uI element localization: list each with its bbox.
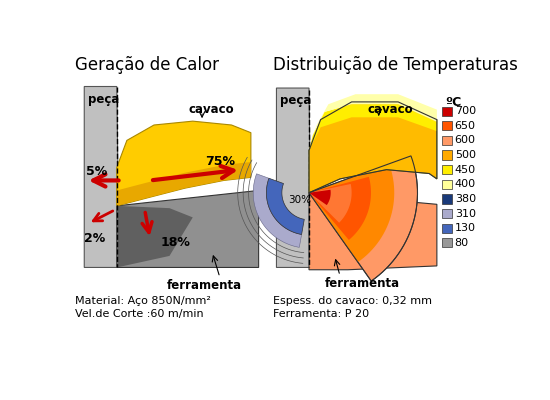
Text: 30%: 30% xyxy=(288,196,311,206)
Text: 400: 400 xyxy=(455,179,476,189)
Text: 80: 80 xyxy=(455,238,469,248)
Text: Ferramenta: P 20: Ferramenta: P 20 xyxy=(273,309,368,319)
Polygon shape xyxy=(309,184,351,223)
Text: cavaco: cavaco xyxy=(368,104,414,116)
Text: 650: 650 xyxy=(455,121,476,131)
Text: cavaco: cavaco xyxy=(189,104,234,116)
Text: 18%: 18% xyxy=(160,236,190,248)
Polygon shape xyxy=(313,94,437,135)
Polygon shape xyxy=(117,206,192,268)
Polygon shape xyxy=(84,86,119,268)
Polygon shape xyxy=(277,88,311,268)
Polygon shape xyxy=(117,162,251,206)
Text: ferramenta: ferramenta xyxy=(324,278,400,290)
Bar xyxy=(442,180,452,189)
Bar xyxy=(442,194,452,204)
Text: 700: 700 xyxy=(455,106,476,116)
Polygon shape xyxy=(309,104,437,150)
Polygon shape xyxy=(309,164,394,262)
Polygon shape xyxy=(253,174,301,247)
Polygon shape xyxy=(309,102,437,193)
Text: 2%: 2% xyxy=(84,232,106,246)
Polygon shape xyxy=(266,178,304,234)
Text: peça: peça xyxy=(279,94,311,107)
Bar xyxy=(442,209,452,218)
Text: 310: 310 xyxy=(455,208,476,218)
Text: Geração de Calor: Geração de Calor xyxy=(75,56,219,74)
Text: 5%: 5% xyxy=(86,165,107,178)
Polygon shape xyxy=(309,190,331,205)
Text: 500: 500 xyxy=(455,150,476,160)
Polygon shape xyxy=(309,177,371,240)
Text: ferramenta: ferramenta xyxy=(167,279,242,292)
Text: Vel.de Corte :60 m/min: Vel.de Corte :60 m/min xyxy=(75,309,204,319)
Bar xyxy=(442,150,452,160)
Text: Distribuição de Temperaturas: Distribuição de Temperaturas xyxy=(273,56,518,74)
Text: 130: 130 xyxy=(455,223,476,233)
Bar xyxy=(442,238,452,248)
Bar xyxy=(442,224,452,233)
Polygon shape xyxy=(309,156,417,281)
Text: 75%: 75% xyxy=(205,156,235,168)
Text: ºC: ºC xyxy=(446,96,461,109)
Polygon shape xyxy=(117,121,251,206)
Bar xyxy=(442,136,452,145)
Polygon shape xyxy=(309,193,437,270)
Text: 600: 600 xyxy=(455,135,476,145)
Text: 450: 450 xyxy=(455,165,476,175)
Text: peça: peça xyxy=(88,93,119,106)
Text: Espess. do cavaco: 0,32 mm: Espess. do cavaco: 0,32 mm xyxy=(273,296,432,306)
Bar xyxy=(442,165,452,174)
Text: Material: Aço 850N/mm²: Material: Aço 850N/mm² xyxy=(75,296,211,306)
Bar xyxy=(442,121,452,130)
Bar xyxy=(442,106,452,116)
Text: 380: 380 xyxy=(455,194,476,204)
Polygon shape xyxy=(117,190,258,268)
